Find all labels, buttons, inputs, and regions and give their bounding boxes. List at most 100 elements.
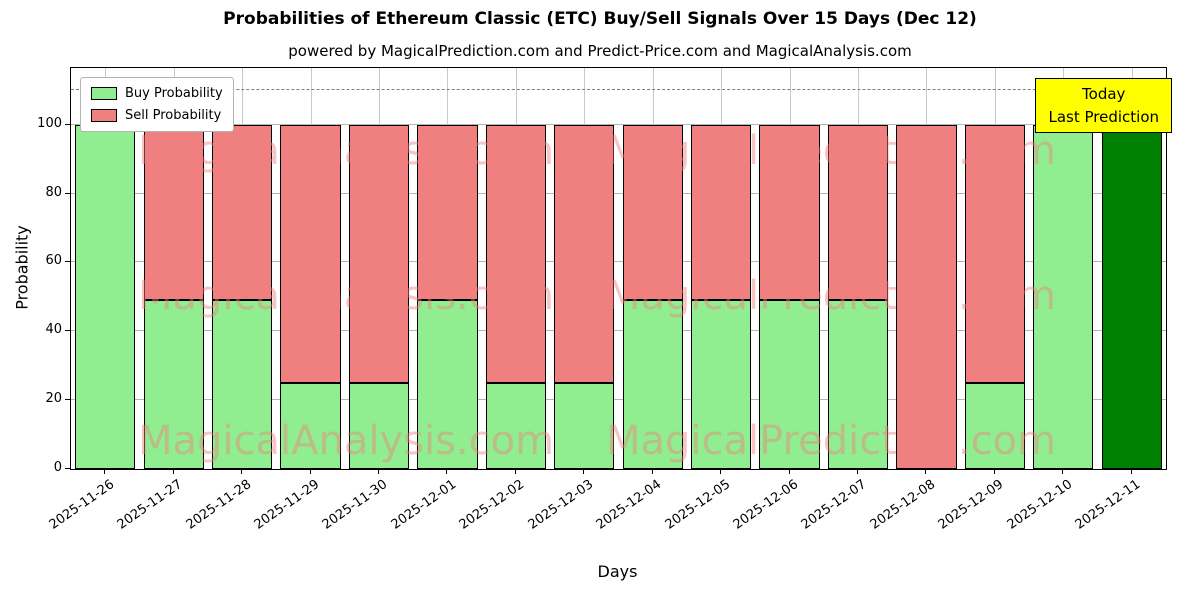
x-tick-label-2025-12-02: 2025-12-02 [456, 477, 528, 533]
gridline-y-40 [71, 330, 1166, 332]
x-tick-mark [514, 469, 516, 474]
x-tick-mark [720, 469, 722, 474]
gridline-y-20 [71, 399, 1166, 401]
bar-sell-segment [964, 124, 1025, 383]
x-tick-mark [446, 469, 448, 474]
threshold-dashed-line [71, 89, 1166, 91]
gridline-y-60 [71, 261, 1166, 263]
x-tick-mark [925, 469, 927, 474]
bar-sell-segment [417, 124, 478, 301]
y-tick-label-0: 0 [53, 460, 62, 475]
bar-sell-segment [691, 124, 752, 301]
bar-2025-11-29 [280, 68, 341, 469]
bar-sell-segment [759, 124, 820, 301]
bar-2025-11-28 [211, 68, 273, 469]
bar-buy-segment [75, 124, 136, 469]
y-tick-label-80: 80 [45, 184, 62, 200]
x-tick-label-2025-12-11: 2025-12-11 [1072, 477, 1144, 533]
bar-2025-12-02 [485, 68, 546, 469]
bar-sell-segment [827, 124, 889, 301]
today-annotation-line2: Last Prediction [1048, 107, 1159, 126]
x-tick-mark [1062, 469, 1064, 474]
legend: Buy Probability Sell Probability [80, 77, 234, 132]
legend-item-buy: Buy Probability [91, 86, 223, 101]
x-tick-label-2025-12-06: 2025-12-06 [730, 477, 802, 533]
x-tick-mark [377, 469, 379, 474]
legend-item-sell: Sell Probability [91, 108, 223, 123]
bar-2025-12-09 [964, 68, 1025, 469]
bar-2025-11-26 [75, 68, 136, 469]
x-tick-mark [651, 469, 653, 474]
x-tick-label-2025-11-30: 2025-11-30 [320, 477, 391, 533]
bar-sell-segment [622, 124, 683, 301]
y-tick-label-60: 60 [45, 253, 62, 269]
bar-sell-segment [280, 124, 341, 383]
legend-label-sell: Sell Probability [125, 108, 222, 123]
x-tick-label-2025-11-27: 2025-11-27 [114, 477, 186, 533]
x-tick-label-2025-11-26: 2025-11-26 [46, 477, 117, 533]
bar-2025-12-04 [622, 68, 683, 469]
bar-buy-segment [348, 382, 410, 469]
bar-sell-segment [143, 124, 204, 301]
y-tick-label-20: 20 [45, 391, 62, 407]
x-tick-mark [172, 469, 174, 474]
bar-buy-segment [280, 382, 341, 469]
x-tick-label-2025-12-05: 2025-12-05 [662, 477, 733, 533]
bar-sell-segment [348, 124, 410, 383]
bar-2025-12-05 [691, 68, 752, 469]
x-tick-mark [1130, 469, 1132, 474]
x-tick-label-2025-12-07: 2025-12-07 [799, 477, 870, 533]
y-tick-label-100: 100 [37, 115, 62, 131]
bar-2025-12-08 [896, 68, 957, 469]
x-tick-mark [788, 469, 790, 474]
y-tick-mark [65, 399, 70, 401]
plot-area: MagicalAnalysis.com MagicalPrediction.com… [70, 67, 1167, 470]
x-tick-mark [857, 469, 859, 474]
x-axis-label: Days [597, 562, 638, 581]
bar-2025-12-03 [554, 68, 615, 469]
y-tick-mark [65, 468, 70, 469]
bar-sell-segment [211, 124, 273, 301]
bar-2025-12-10 [1033, 68, 1094, 469]
x-tick-label-2025-12-08: 2025-12-08 [867, 477, 939, 533]
y-tick-mark [65, 123, 70, 125]
y-tick-mark [65, 330, 70, 332]
bar-2025-12-01 [417, 68, 478, 469]
x-tick-mark [583, 469, 585, 474]
x-tick-label-2025-12-01: 2025-12-01 [388, 477, 460, 533]
bar-sell-segment [485, 124, 546, 383]
y-tick-label-40: 40 [45, 322, 62, 338]
bar-2025-12-07 [827, 68, 889, 469]
x-tick-mark [104, 469, 106, 474]
bar-buy-segment [759, 300, 820, 469]
y-tick-mark [65, 192, 70, 194]
x-tick-label-2025-12-04: 2025-12-04 [593, 477, 665, 533]
bar-buy-segment [691, 300, 752, 469]
x-tick-label-2025-12-09: 2025-12-09 [936, 477, 1007, 533]
y-tick-mark [65, 261, 70, 263]
bar-buy-segment [1033, 124, 1094, 469]
bar-sell-segment [554, 124, 615, 383]
bar-2025-11-30 [348, 68, 410, 469]
bar-2025-12-11 [1101, 68, 1162, 469]
chart-subtitle: powered by MagicalPrediction.com and Pre… [288, 42, 912, 60]
bar-buy-segment [211, 300, 273, 469]
sell-color-swatch [91, 109, 117, 122]
bar-buy-segment [485, 382, 546, 469]
bar-buy-segment [622, 300, 683, 469]
legend-label-buy: Buy Probability [125, 86, 223, 101]
x-tick-label-2025-12-10: 2025-12-10 [1004, 477, 1075, 533]
bar-buy-segment [417, 300, 478, 469]
bar-buy-segment [143, 300, 204, 469]
x-tick-mark [241, 469, 243, 474]
x-tick-label-2025-12-03: 2025-12-03 [525, 477, 596, 533]
buy-color-swatch [91, 87, 117, 100]
bar-buy-segment [964, 382, 1025, 469]
gridline-y-80 [71, 192, 1166, 194]
x-tick-label-2025-11-29: 2025-11-29 [251, 477, 323, 533]
bar-2025-12-06 [759, 68, 820, 469]
x-tick-label-2025-11-28: 2025-11-28 [183, 477, 254, 533]
bar-buy-segment [554, 382, 615, 469]
today-annotation: Today Last Prediction [1035, 78, 1172, 133]
